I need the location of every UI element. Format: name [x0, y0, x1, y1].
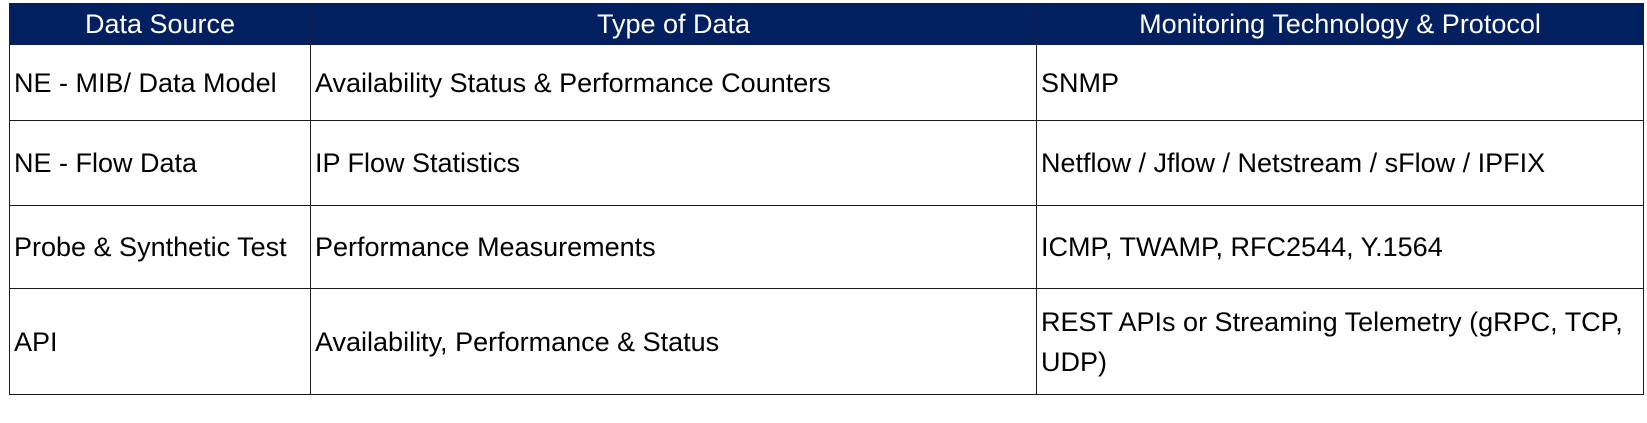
cell-type-of-data: IP Flow Statistics: [310, 120, 1037, 206]
cell-data-source: NE - MIB/ Data Model: [9, 44, 311, 121]
cell-type-of-data: Availability, Performance & Status: [310, 288, 1037, 395]
data-sources-table: Data Source Type of Data Monitoring Tech…: [9, 3, 1644, 395]
table-row: NE - Flow Data IP Flow Statistics Netflo…: [9, 120, 1644, 206]
table-row: NE - MIB/ Data Model Availability Status…: [9, 44, 1644, 121]
header-data-source: Data Source: [9, 3, 311, 45]
cell-data-source: NE - Flow Data: [9, 120, 311, 206]
cell-type-of-data: Performance Measurements: [310, 205, 1037, 289]
header-monitoring-technology: Monitoring Technology & Protocol: [1036, 3, 1644, 45]
cell-type-of-data: Availability Status & Performance Counte…: [310, 44, 1037, 121]
cell-data-source: API: [9, 288, 311, 395]
table-header-row: Data Source Type of Data Monitoring Tech…: [9, 3, 1644, 45]
cell-monitoring-technology: ICMP, TWAMP, RFC2544, Y.1564: [1036, 205, 1644, 289]
table-row: API Availability, Performance & Status R…: [9, 288, 1644, 395]
cell-data-source: Probe & Synthetic Test: [9, 205, 311, 289]
cell-monitoring-technology: REST APIs or Streaming Telemetry (gRPC, …: [1036, 288, 1644, 395]
cell-monitoring-technology: SNMP: [1036, 44, 1644, 121]
table-row: Probe & Synthetic Test Performance Measu…: [9, 205, 1644, 289]
header-type-of-data: Type of Data: [310, 3, 1037, 45]
cell-monitoring-technology: Netflow / Jflow / Netstream / sFlow / IP…: [1036, 120, 1644, 206]
